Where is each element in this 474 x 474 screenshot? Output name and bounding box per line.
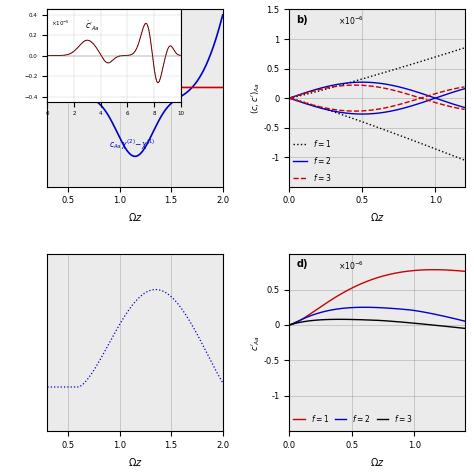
Y-axis label: $(c,c')_{Aa}$: $(c,c')_{Aa}$ [249,82,262,114]
$f = 3$ [419,96,424,101]
$f = 3$ [390,87,396,93]
$f = 1$ [419,58,424,64]
Line: $f = 1$: $f = 1$ [289,270,465,325]
$f = 3$ [404,319,410,325]
$f = 1$ [403,269,409,274]
Text: b): b) [296,15,308,25]
$f = 2$ [318,85,323,91]
$f = 3$ [318,317,323,323]
Legend: $f = 1$, $f = 2$, $f = 3$: $f = 1$, $f = 2$, $f = 3$ [293,137,331,183]
X-axis label: $\Omega z$: $\Omega z$ [370,211,384,223]
$f = 2$ [331,307,337,312]
$f = 3$ [462,326,467,331]
Line: $f = 2$: $f = 2$ [289,82,465,108]
$f = 2$ [360,79,365,85]
$f = 3$ [331,84,337,90]
$f = 1$ [331,295,337,301]
$f = 2$ [419,91,424,96]
$f = 2$ [366,80,372,85]
$f = 1$ [390,67,395,73]
$f = 3$ [419,321,424,327]
Line: $f = 3$: $f = 3$ [289,85,465,109]
$f = 3$ [404,91,410,97]
X-axis label: $\Omega z$: $\Omega z$ [370,456,384,468]
$f = 2$ [362,304,367,310]
$f = 3$ [352,82,358,88]
$f = 1$ [431,267,437,273]
$f = 1$ [462,45,467,51]
$f = 3$ [390,319,396,324]
$f = 1$ [419,267,424,273]
$f = 2$ [404,307,410,312]
$f = 2$ [366,304,372,310]
X-axis label: $\Omega z$: $\Omega z$ [128,211,142,223]
Line: $f = 1$: $f = 1$ [289,48,465,98]
$f = 2$ [390,306,396,311]
$f = 3$ [337,317,342,322]
$f = 1$ [331,84,337,90]
$f = 3$ [286,95,292,101]
$f = 2$ [331,82,337,88]
$f = 3$ [462,107,467,112]
$f = 3$ [286,322,292,328]
Text: $c_{Aa}\,\chi^{(2)}\!-\!\chi^{(1)}$: $c_{Aa}\,\chi^{(2)}\!-\!\chi^{(1)}$ [109,137,155,152]
$f = 1$ [286,322,292,328]
$f = 2$ [286,95,292,101]
$f = 1$ [462,268,467,274]
$f = 1$ [403,63,409,69]
Legend: $f = 1$, $f = 2$, $f = 3$: $f = 1$, $f = 2$, $f = 3$ [293,413,412,424]
Text: $\times 10^{-6}$: $\times 10^{-6}$ [338,15,364,27]
$f = 1$ [318,304,323,310]
$f = 1$ [366,278,372,283]
Line: $f = 2$: $f = 2$ [289,307,465,325]
X-axis label: $\Omega z$: $\Omega z$ [128,456,142,468]
$f = 2$ [462,105,467,110]
$f = 1$ [366,74,372,80]
Text: $c_{Aa}\,\chi^{(2)}\!-\!\chi^{(3)}$: $c_{Aa}\,\chi^{(2)}\!-\!\chi^{(3)}$ [100,73,146,88]
Text: d): d) [296,259,308,269]
$f = 2$ [419,309,424,314]
$f = 2$ [286,322,292,328]
$f = 3$ [366,317,372,323]
$f = 1$ [318,88,323,93]
$f = 3$ [331,317,337,322]
$f = 2$ [462,318,467,324]
$f = 2$ [404,86,410,91]
Line: $f = 3$: $f = 3$ [289,319,465,328]
$f = 3$ [318,86,323,92]
Text: $\times 10^{-6}$: $\times 10^{-6}$ [338,259,364,272]
$f = 2$ [318,310,323,315]
$f = 2$ [390,82,396,88]
Y-axis label: $c'_{Aa}$: $c'_{Aa}$ [249,335,262,351]
$f = 1$ [286,95,292,101]
$f = 3$ [366,83,372,89]
$f = 1$ [390,271,395,276]
